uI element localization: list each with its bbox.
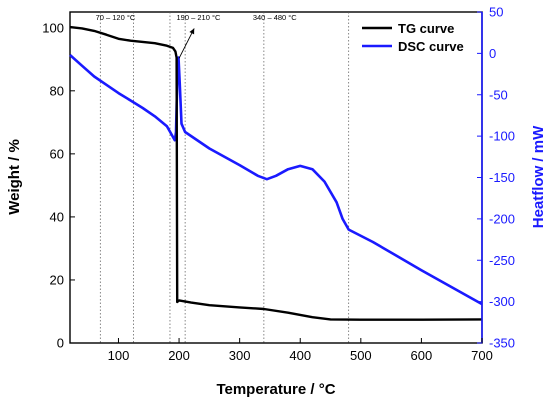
annotation-label-0: 70 – 120 °C — [96, 13, 136, 22]
x-tick-label-700: 700 — [471, 348, 493, 363]
y-right-tick-label-0: 0 — [489, 46, 496, 61]
dsc-curve-line — [69, 54, 483, 306]
x-tick-label-400: 400 — [289, 348, 311, 363]
legend-tg-label: TG curve — [398, 21, 454, 36]
y-left-tick-label-20: 20 — [50, 272, 64, 287]
annotation-label-2: 340 – 480 °C — [253, 13, 297, 22]
tg-curve-line — [69, 25, 483, 321]
arrow-head — [189, 28, 195, 35]
y-right-tick-label--150: -150 — [489, 170, 515, 185]
y-right-axis-ticks: 50 0 -50 -100 -150 -200 -250 -300 -350 — [477, 5, 515, 351]
y-right-tick-label--350: -350 — [489, 336, 515, 351]
annotation-arrow — [178, 28, 195, 59]
x-axis-ticks: 100 200 300 400 500 600 700 — [108, 338, 493, 363]
x-axis-title: Temperature / °C — [216, 381, 335, 398]
y-right-tick-label--300: -300 — [489, 294, 515, 309]
y-right-tick-label--200: -200 — [489, 211, 515, 226]
y-right-tick-label--100: -100 — [489, 129, 515, 144]
y-left-tick-label-100: 100 — [42, 20, 64, 35]
temperature-range-annotations: 70 – 120 °C 190 – 210 °C 340 – 480 °C — [96, 13, 298, 22]
reference-lines — [99, 12, 350, 343]
y-right-tick-label--250: -250 — [489, 253, 515, 268]
y-left-tick-label-40: 40 — [50, 209, 64, 224]
y-right-axis-title: Heatflow / mW — [530, 125, 547, 228]
x-tick-label-300: 300 — [229, 348, 251, 363]
y-left-tick-label-80: 80 — [50, 83, 64, 98]
annotation-label-1: 190 – 210 °C — [177, 13, 221, 22]
x-tick-label-500: 500 — [350, 348, 372, 363]
y-left-tick-label-0: 0 — [57, 336, 64, 351]
y-right-tick-label--50: -50 — [489, 87, 508, 102]
plot-area-frame — [69, 11, 483, 344]
y-left-axis-title: Weight / % — [6, 139, 23, 215]
y-left-axis-ticks: 0 20 40 60 80 100 — [42, 20, 75, 351]
legend: TG curve DSC curve — [362, 21, 464, 54]
y-right-tick-label-50: 50 — [489, 5, 503, 20]
arrow-shaft — [178, 28, 195, 59]
x-tick-label-600: 600 — [411, 348, 433, 363]
legend-dsc-label: DSC curve — [398, 39, 464, 54]
x-tick-label-200: 200 — [168, 348, 190, 363]
x-tick-label-100: 100 — [108, 348, 130, 363]
y-left-tick-label-60: 60 — [50, 146, 64, 161]
